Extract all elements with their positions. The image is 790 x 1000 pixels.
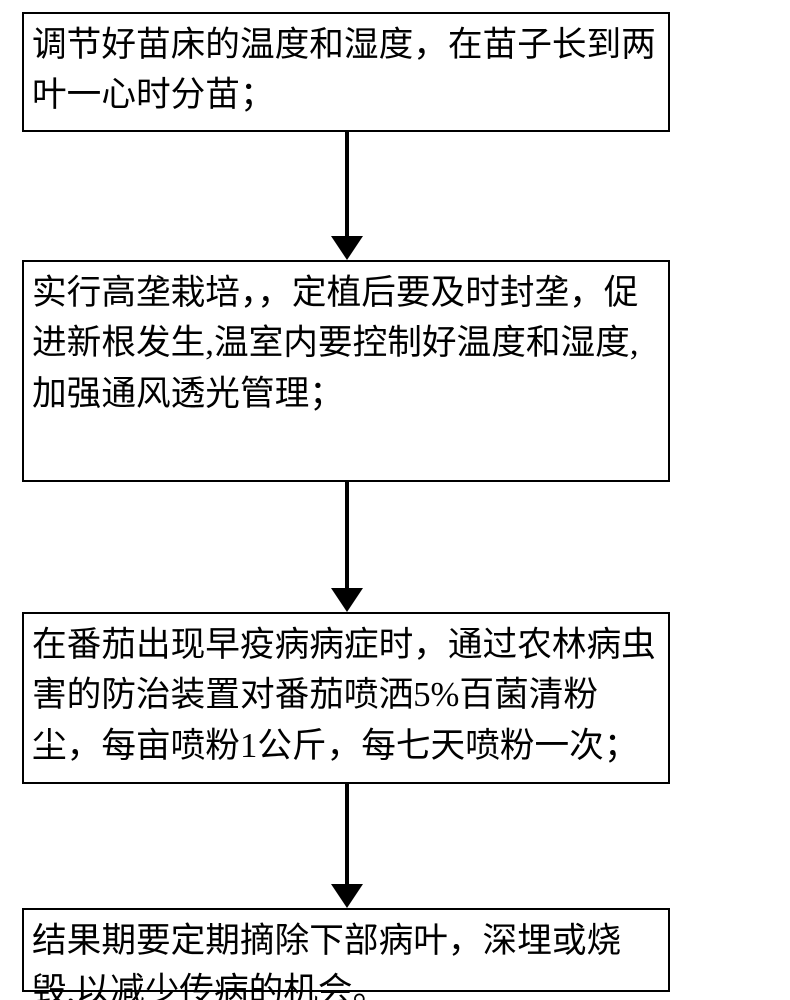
step-box-2: 实行高垄栽培，，定植后要及时封垄，促进新根发生,温室内要控制好温度和湿度,加强通… (22, 260, 670, 482)
arrow-head-icon (331, 588, 363, 612)
step-box-3: 在番茄出现早疫病病症时，通过农林病虫害的防治装置对番茄喷洒5%百菌清粉尘，每亩喷… (22, 612, 670, 784)
step-text-2: 实行高垄栽培，，定植后要及时封垄，促进新根发生,温室内要控制好温度和湿度,加强通… (32, 274, 639, 413)
flowchart-canvas: 调节好苗床的温度和湿度，在苗子长到两叶一心时分苗； 实行高垄栽培，，定植后要及时… (0, 0, 790, 1000)
arrow-down-icon (345, 482, 349, 588)
step-text-1: 调节好苗床的温度和湿度，在苗子长到两叶一心时分苗； (32, 26, 656, 114)
arrow-down-icon (345, 784, 349, 884)
step-text-3: 在番茄出现早疫病病症时，通过农林病虫害的防治装置对番茄喷洒5%百菌清粉尘，每亩喷… (32, 626, 656, 765)
step-text-4: 结果期要定期摘除下部病叶，深埋或烧毁,以减少传病的机会。 (32, 922, 621, 1000)
arrow-head-icon (331, 884, 363, 908)
arrow-head-icon (331, 236, 363, 260)
step-box-4: 结果期要定期摘除下部病叶，深埋或烧毁,以减少传病的机会。 (22, 908, 670, 992)
step-box-1: 调节好苗床的温度和湿度，在苗子长到两叶一心时分苗； (22, 12, 670, 132)
arrow-down-icon (345, 132, 349, 236)
